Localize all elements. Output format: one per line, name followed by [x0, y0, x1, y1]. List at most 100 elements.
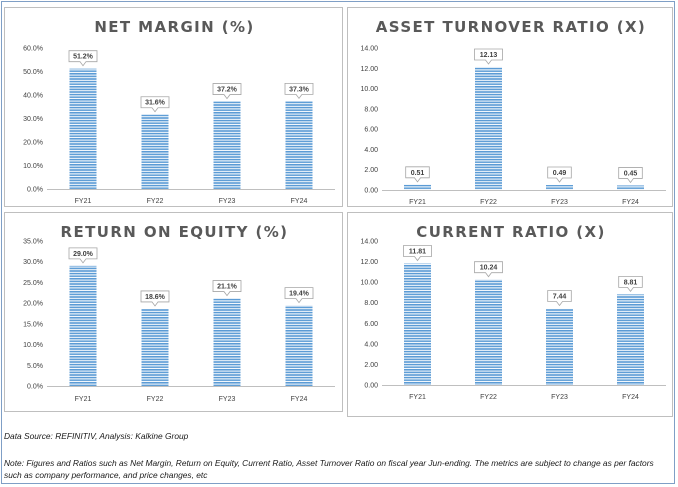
bar [69, 265, 97, 386]
data-label: 0.45 [624, 170, 638, 177]
data-label-callout [68, 50, 98, 67]
x-tick-label: FY23 [551, 394, 568, 401]
x-tick-label: FY22 [480, 394, 497, 401]
data-label-callout [140, 290, 170, 307]
data-label: 7.44 [553, 293, 567, 300]
data-label-callout [474, 261, 503, 278]
bar [141, 114, 169, 189]
chart-title: RETURN ON EQUITY (%) [61, 223, 289, 241]
data-label: 10.24 [480, 265, 498, 272]
y-tick-label: 0.00 [364, 188, 378, 195]
bar [617, 185, 644, 190]
y-tick-label: 4.00 [364, 341, 378, 348]
y-tick-label: 30.0% [23, 259, 43, 266]
y-tick-label: 20.0% [23, 140, 43, 147]
data-label-callout [284, 287, 314, 304]
data-label-callout [212, 83, 242, 100]
bar [404, 184, 431, 190]
data-label: 0.49 [553, 170, 567, 177]
data-label-callout [405, 166, 430, 183]
x-tick-label: FY24 [291, 198, 308, 205]
net-margin-chart: NET MARGIN (%) 0.0% 10.0% 20.0% 30.0% 40.0% 50… [23, 18, 335, 205]
data-label: 21.1% [217, 284, 238, 291]
data-label-callout [212, 280, 242, 297]
y-tick-label: 6.00 [364, 127, 378, 134]
current-ratio-chart: CURRENT RATIO (X) 0.00 2.00 4.00 6.00 8.00 10.… [360, 223, 666, 401]
data-source-text: Data Source: REFINITIV, Analysis: Kalkin… [4, 431, 189, 441]
y-tick-label: 10.00 [360, 280, 378, 287]
y-tick-label: 14.00 [360, 46, 378, 53]
data-label: 37.2% [217, 87, 238, 94]
chart-panel-net-margin: NET MARGIN (%) 0.0% 10.0% 20.0% 30.0% 40.0% 50… [4, 7, 343, 207]
data-label-callout [68, 247, 98, 264]
data-label-callout [474, 48, 503, 65]
y-tick-label: 6.00 [364, 321, 378, 328]
y-tick-label: 8.00 [364, 106, 378, 113]
data-label-callout [284, 82, 314, 100]
y-tick-label: 50.0% [23, 69, 43, 76]
data-label: 12.13 [480, 52, 498, 59]
y-tick-label: 35.0% [23, 239, 43, 246]
x-tick-label: FY21 [75, 198, 92, 205]
asset-turnover-chart: ASSET TURNOVER RATIO (X) 0.00 2.00 4.00 6.00… [360, 18, 666, 206]
footnote-text: Note: Figures and Ratios such as Net Mar… [4, 458, 654, 480]
chart-panel-current-ratio: CURRENT RATIO (X) 0.00 2.00 4.00 6.00 8.00 10.… [347, 212, 673, 417]
data-label: 0.51 [411, 170, 425, 177]
data-label: 19.4% [289, 291, 310, 298]
bar [141, 308, 169, 386]
x-tick-label: FY21 [409, 394, 426, 401]
y-tick-label: 12.00 [360, 259, 378, 266]
data-label: 31.6% [145, 100, 166, 107]
y-tick-label: 0.00 [364, 383, 378, 390]
y-tick-label: 2.00 [364, 362, 378, 369]
return-on-equity-chart: RETURN ON EQUITY (%) 0.0% 5.0% 10.0% 15.0% 20… [23, 223, 335, 403]
y-tick-label: 10.0% [23, 342, 43, 349]
y-tick-label: 25.0% [23, 280, 43, 287]
data-label-callout [618, 167, 643, 184]
x-tick-label: FY22 [147, 396, 164, 403]
y-tick-label: 30.0% [23, 116, 43, 123]
x-tick-label: FY21 [75, 396, 92, 403]
bar [285, 101, 313, 189]
x-tick-label: FY21 [409, 199, 426, 206]
y-tick-label: 5.0% [27, 363, 43, 370]
bar [285, 305, 313, 386]
x-tick-label: FY24 [291, 396, 308, 403]
y-tick-label: 15.0% [23, 321, 43, 328]
x-tick-label: FY23 [219, 396, 236, 403]
bar [69, 68, 97, 189]
x-tick-label: FY24 [622, 199, 639, 206]
bar [213, 101, 241, 189]
chart-panel-asset-turnover: ASSET TURNOVER RATIO (X) 0.00 2.00 4.00 6.00… [347, 7, 673, 207]
y-tick-label: 10.00 [360, 86, 378, 93]
y-tick-label: 40.0% [23, 93, 43, 100]
y-tick-label: 60.0% [23, 46, 43, 53]
x-tick-label: FY23 [219, 198, 236, 205]
bar [546, 308, 573, 385]
chart-panel-return-on-equity: RETURN ON EQUITY (%) 0.0% 5.0% 10.0% 15.0% 20… [4, 212, 343, 412]
bar [475, 66, 502, 190]
bar [546, 185, 573, 190]
y-tick-label: 12.00 [360, 66, 378, 73]
y-tick-label: 0.0% [27, 384, 43, 391]
bar [617, 294, 644, 385]
bar [404, 263, 431, 385]
data-label: 29.0% [73, 251, 94, 258]
x-tick-label: FY23 [551, 199, 568, 206]
data-label: 51.2% [73, 54, 94, 61]
x-tick-label: FY22 [480, 199, 497, 206]
x-tick-label: FY24 [622, 394, 639, 401]
data-label-callout [547, 290, 572, 307]
chart-title: NET MARGIN (%) [94, 18, 254, 36]
y-tick-label: 10.0% [23, 163, 43, 170]
bar [475, 279, 502, 385]
y-tick-label: 20.0% [23, 301, 43, 308]
y-tick-label: 0.0% [27, 187, 43, 194]
y-tick-label: 2.00 [364, 167, 378, 174]
data-label-callout [618, 275, 643, 293]
y-tick-label: 8.00 [364, 300, 378, 307]
data-label: 8.81 [624, 279, 638, 286]
data-label-callout [403, 245, 432, 262]
data-label-callout [547, 166, 572, 183]
